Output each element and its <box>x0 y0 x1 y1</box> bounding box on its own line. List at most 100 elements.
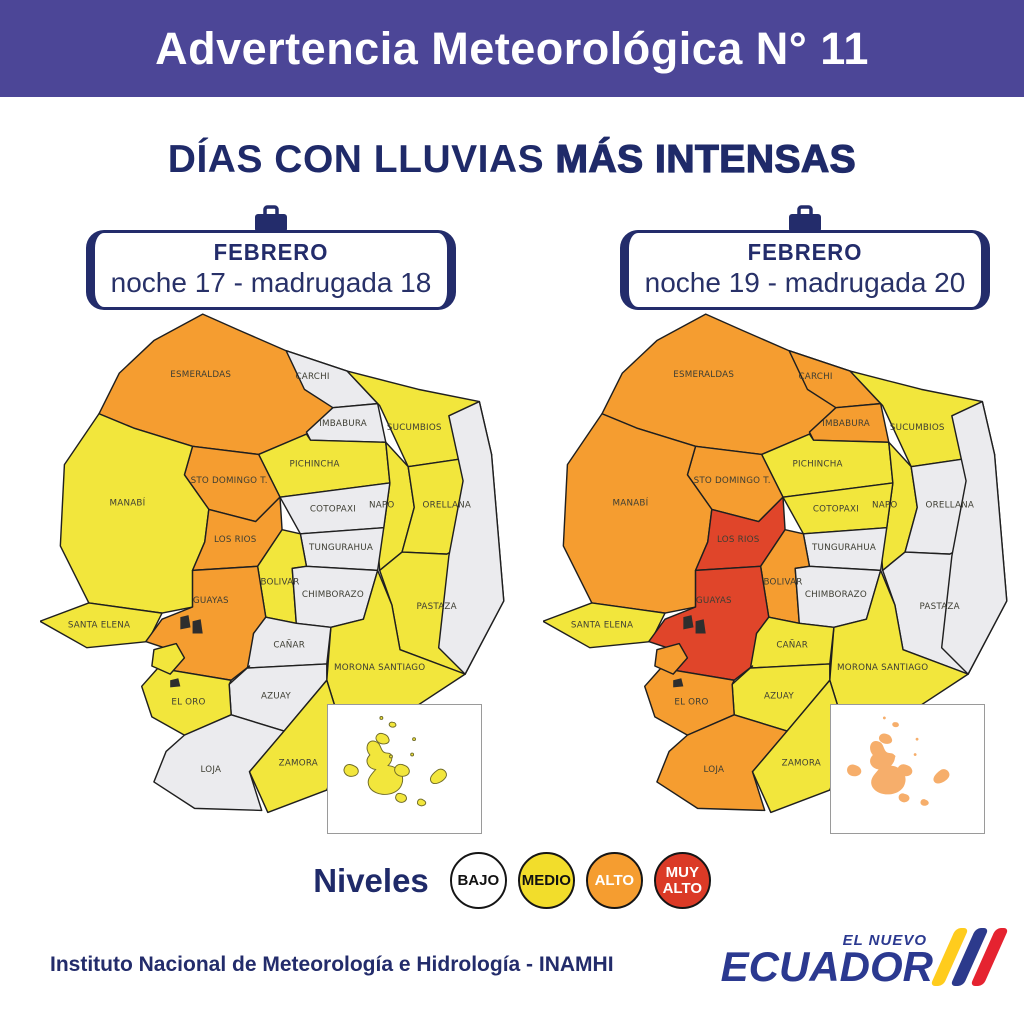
ecuador-map-svg: ESMERALDAS CARCHI IMBABURA PICHINCHA STO DOM… <box>543 313 1008 814</box>
province-label-imbabura: IMBABURA <box>319 419 367 429</box>
estuary-islet <box>180 615 191 630</box>
galapagos-islands-svg <box>343 716 447 807</box>
province-label-chimborazo: CHIMBORAZO <box>302 590 364 600</box>
el-nuevo-ecuador-logo: EL NUEVO ECUADOR <box>721 928 1009 988</box>
province-label-morona: MORONA SANTIAGO <box>837 663 928 673</box>
galapagos-island <box>898 793 910 803</box>
briefcase-icon <box>250 205 292 240</box>
province-label-zamora: ZAMORA <box>279 759 318 769</box>
province-label-sto_domingo: STO DOMINGO T. <box>694 476 771 486</box>
legend-chip-muy-alto: MUY ALTO <box>653 852 711 909</box>
galapagos-island <box>430 768 447 784</box>
province-label-morona: MORONA SANTIAGO <box>334 663 425 673</box>
galapagos-island <box>395 792 407 803</box>
galapagos-island <box>897 764 913 777</box>
galapagos-island <box>375 732 390 745</box>
province-label-santa_elena: SANTA ELENA <box>571 620 633 630</box>
province-label-carchi: CARCHI <box>295 372 329 382</box>
province-zamora <box>751 679 849 814</box>
province-label-pichincha: PICHINCHA <box>793 460 843 470</box>
province-label-el_oro: EL ORO <box>674 698 708 708</box>
province-label-el_oro: EL ORO <box>171 698 205 708</box>
province-label-manabi: MANABÍ <box>613 496 649 508</box>
estuary-islet <box>192 619 203 634</box>
legend-title: Niveles <box>313 861 429 899</box>
legend-chip-bajo: BAJO <box>449 852 507 909</box>
province-label-sto_domingo: STO DOMINGO T. <box>191 476 268 486</box>
header-banner: Advertencia Meteorológica N° 11 <box>0 0 1024 97</box>
ecuador-map-feb-17-18: ESMERALDAS CARCHI IMBABURA PICHINCHA STO DOM… <box>40 312 518 847</box>
province-label-napo: NAPO <box>369 500 394 510</box>
province-label-imbabura: IMBABURA <box>822 419 870 429</box>
province-label-napo: NAPO <box>872 500 897 510</box>
date-range-label: noche 19 - madrugada 20 <box>644 267 966 298</box>
date-card-feb-17-18: FEBRERO noche 17 - madrugada 18 <box>86 205 456 310</box>
galapagos-inset-box <box>327 704 482 834</box>
levels-legend: Niveles BAJO MEDIO ALTO MUY ALTO <box>0 852 1024 909</box>
date-card-feb-19-20: FEBRERO noche 19 - madrugada 20 <box>620 205 990 310</box>
province-label-carchi: CARCHI <box>798 372 832 382</box>
galapagos-inset-box <box>830 704 985 834</box>
province-label-cotopaxi: COTOPAXI <box>310 504 356 514</box>
galapagos-island <box>388 721 397 728</box>
province-label-tungurahua: TUNGURAHUA <box>811 543 876 553</box>
galapagos-island <box>379 716 384 720</box>
galapagos-island <box>920 799 929 806</box>
galapagos-island <box>417 798 427 807</box>
province-santa_elena <box>543 602 666 649</box>
province-label-bolivar: BOLIVAR <box>260 578 299 588</box>
galapagos-island <box>870 741 906 795</box>
logo-text: EL NUEVO ECUADOR <box>721 932 933 988</box>
province-label-azuay: AZUAY <box>764 692 794 702</box>
province-label-sucumbios: SUCUMBIOS <box>387 423 442 433</box>
province-label-pastaza: PASTAZA <box>417 602 457 612</box>
province-oriente_e <box>940 400 1008 675</box>
province-loja <box>153 714 285 812</box>
page-title: Advertencia Meteorológica N° 11 <box>155 22 869 74</box>
province-label-tungurahua: TUNGURAHUA <box>308 543 373 553</box>
galapagos-island <box>410 752 415 757</box>
province-label-esmeraldas: ESMERALDAS <box>170 370 231 380</box>
logo-top-label: EL NUEVO <box>842 932 927 949</box>
province-label-zamora: ZAMORA <box>782 759 821 769</box>
ecuador-map-svg: ESMERALDAS CARCHI IMBABURA PICHINCHA STO DOM… <box>40 313 505 814</box>
institute-name: Instituto Nacional de Meteorología e Hid… <box>50 953 614 976</box>
galapagos-island <box>892 722 899 728</box>
galapagos-island <box>878 733 893 744</box>
estuary-islet <box>683 615 694 630</box>
estuary-islet <box>170 678 181 688</box>
province-santa_elena <box>40 602 163 649</box>
galapagos-island <box>412 737 416 742</box>
province-label-bolivar: BOLIVAR <box>763 578 802 588</box>
province-puna <box>654 642 689 675</box>
galapagos-island <box>343 764 359 777</box>
galapagos-island <box>847 764 862 777</box>
province-label-guayas: GUAYAS <box>696 596 732 606</box>
province-label-orellana: ORELLANA <box>926 500 975 510</box>
province-zamora <box>248 679 346 814</box>
province-label-pastaza: PASTAZA <box>920 602 960 612</box>
galapagos-islands-svg <box>847 716 950 806</box>
estuary-islet <box>695 619 706 634</box>
province-label-loja: LOJA <box>704 765 725 775</box>
province-label-los_rios: LOS RIOS <box>717 535 760 545</box>
province-label-santa_elena: SANTA ELENA <box>68 620 130 630</box>
province-label-pichincha: PICHINCHA <box>290 460 340 470</box>
province-label-chimborazo: CHIMBORAZO <box>805 590 867 600</box>
galapagos-island <box>913 753 917 756</box>
province-label-esmeraldas: ESMERALDAS <box>673 370 734 380</box>
province-label-orellana: ORELLANA <box>423 500 472 510</box>
province-label-canar: CAÑAR <box>273 640 305 651</box>
province-label-sucumbios: SUCUMBIOS <box>890 423 945 433</box>
galapagos-island <box>389 754 393 759</box>
galapagos-island <box>882 716 886 720</box>
logo-stripes <box>930 928 1009 986</box>
section-title-normal: DÍAS CON LLUVIAS <box>167 138 556 181</box>
section-title: DÍAS CON LLUVIAS MÁS INTENSAS <box>0 137 1024 182</box>
month-label: FEBRERO <box>747 239 863 265</box>
ecuador-map-feb-19-20: ESMERALDAS CARCHI IMBABURA PICHINCHA STO DOM… <box>543 312 1021 847</box>
province-label-manabi: MANABÍ <box>110 496 146 508</box>
briefcase-icon <box>784 205 826 240</box>
galapagos-island <box>933 769 950 784</box>
